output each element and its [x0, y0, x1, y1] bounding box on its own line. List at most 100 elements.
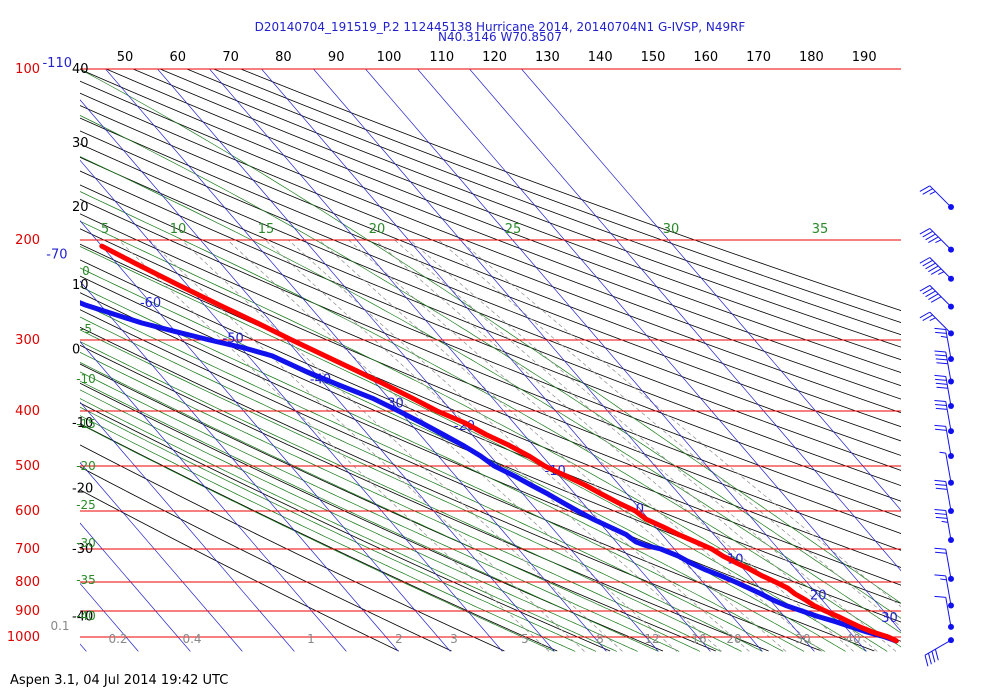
- wind-barbs: [919, 185, 954, 667]
- isotherm-line: [157, 69, 659, 652]
- wind-barb-flag: [925, 262, 936, 270]
- pressure-tick-label: 500: [15, 459, 40, 474]
- isotherm-label: 0: [636, 502, 644, 517]
- height-label: -30: [72, 542, 93, 557]
- wind-barb-flag: [935, 487, 948, 490]
- wind-barb: [934, 424, 954, 459]
- height-label: -20: [72, 482, 93, 497]
- theta-e-label: -25: [76, 498, 96, 512]
- top-axis-label: 150: [641, 50, 666, 65]
- isotherm-label: 20: [810, 588, 827, 603]
- top-axis-label: 190: [852, 50, 877, 65]
- wind-barb-half-flag: [935, 239, 942, 244]
- height-label: -40: [72, 609, 93, 624]
- wind-barb: [934, 508, 954, 544]
- mixing-ratio-label: 0.4: [182, 632, 201, 646]
- height-label: 30: [72, 136, 89, 151]
- wind-barb-flag: [931, 651, 936, 663]
- dry-adiabat-line: [186, 69, 901, 336]
- wind-barb-flag: [919, 311, 931, 319]
- theta-e-label: 0: [82, 264, 90, 278]
- wind-barb-flag: [935, 483, 947, 486]
- wind-barb-flag: [935, 512, 947, 515]
- sounding-traces: [80, 243, 899, 644]
- wind-barb-flag: [935, 551, 947, 554]
- pressure-tick-label: 1000: [7, 630, 40, 645]
- wind-barb: [934, 547, 954, 582]
- wind-barb-half-flag: [940, 578, 947, 581]
- wind-barb-flag: [934, 649, 939, 661]
- wind-barb-staff: [945, 401, 952, 432]
- pressure-tick-label: 900: [15, 604, 40, 619]
- mixing-ratio-label: 30: [795, 632, 810, 646]
- mixing-ratio-line: [374, 239, 854, 652]
- wind-barb-staff: [929, 311, 952, 334]
- wind-barb-flag: [922, 259, 933, 267]
- mixing-ratio-line: [318, 239, 787, 652]
- dry-adiabat-line: [80, 489, 399, 652]
- wind-barb-half-flag: [929, 317, 936, 322]
- isotherm-line: [313, 69, 815, 652]
- mixing-ratio-line: [227, 239, 678, 652]
- top-axis-label: 120: [482, 50, 507, 65]
- mixing-ratio-line: [148, 239, 585, 652]
- mixing-ratio-line: [181, 239, 623, 652]
- height-label: 0: [72, 343, 80, 358]
- mixing-ratio-label: 16: [691, 632, 706, 646]
- wind-barb-flag: [934, 400, 946, 403]
- top-axis-label: 160: [693, 50, 718, 65]
- mixing-ratio-label: 3: [450, 632, 458, 646]
- top-axis-label: 140: [588, 50, 613, 65]
- dry-adiabat-line: [106, 69, 901, 374]
- wind-barb-flag: [925, 290, 936, 298]
- wind-barb: [934, 350, 954, 385]
- wind-barb-flag: [922, 188, 933, 195]
- top-axis-label: 90: [328, 50, 345, 65]
- wind-barb: [934, 327, 954, 362]
- dry-adiabat-line: [80, 130, 901, 456]
- mixing-ratio-label: 5: [521, 632, 529, 646]
- wind-barb-staff: [945, 351, 952, 382]
- dry-adiabat-line: [80, 344, 769, 652]
- isotherm-line: [209, 69, 711, 652]
- background-grid: [80, 69, 901, 652]
- isotherm-label: 30: [881, 611, 898, 626]
- pressure-tick-label: 100: [15, 62, 40, 77]
- wind-barb-flag: [935, 403, 947, 406]
- wind-barb-staff: [945, 376, 952, 407]
- isotherm-line: [80, 99, 555, 652]
- wind-barb-flag: [922, 230, 933, 238]
- pressure-tick-label: 700: [15, 542, 40, 557]
- mixing-ratio-line: [265, 239, 722, 652]
- height-label: -10: [72, 416, 93, 431]
- isotherm-line: [80, 159, 503, 652]
- wind-barb-flag: [935, 354, 947, 357]
- wind-barb-flag: [927, 653, 932, 665]
- top-axis-label: 170: [746, 50, 771, 65]
- wind-barb-half-flag: [939, 451, 946, 454]
- wind-barb-flag: [928, 265, 939, 273]
- pressure-tick-label: 400: [15, 404, 40, 419]
- wind-barb-flag: [935, 331, 947, 334]
- theta-e-label: -30: [76, 536, 96, 550]
- wind-barb-half-flag: [929, 191, 936, 195]
- isotherm-line: [521, 69, 901, 511]
- wind-barb-flag: [922, 314, 933, 322]
- theta-e-label: 20: [369, 222, 386, 237]
- mixing-ratio-label: 2: [395, 632, 403, 646]
- wind-barb: [934, 400, 954, 435]
- top-axis-label: 180: [799, 50, 824, 65]
- wind-barb-staff: [945, 426, 952, 457]
- dry-adiabat-line: [80, 156, 901, 487]
- theta-e-label: 30: [663, 222, 680, 237]
- top-axis-label: 130: [535, 50, 560, 65]
- wind-barb-flag: [935, 378, 947, 381]
- wind-barb-flag: [934, 479, 946, 482]
- height-label: 10: [72, 278, 89, 293]
- wind-barb-flag: [925, 233, 936, 241]
- mixing-ratio-line: [459, 239, 901, 608]
- wind-barb: [939, 451, 954, 486]
- theta-e-label: -15: [76, 417, 96, 431]
- dry-adiabat-line: [80, 184, 901, 518]
